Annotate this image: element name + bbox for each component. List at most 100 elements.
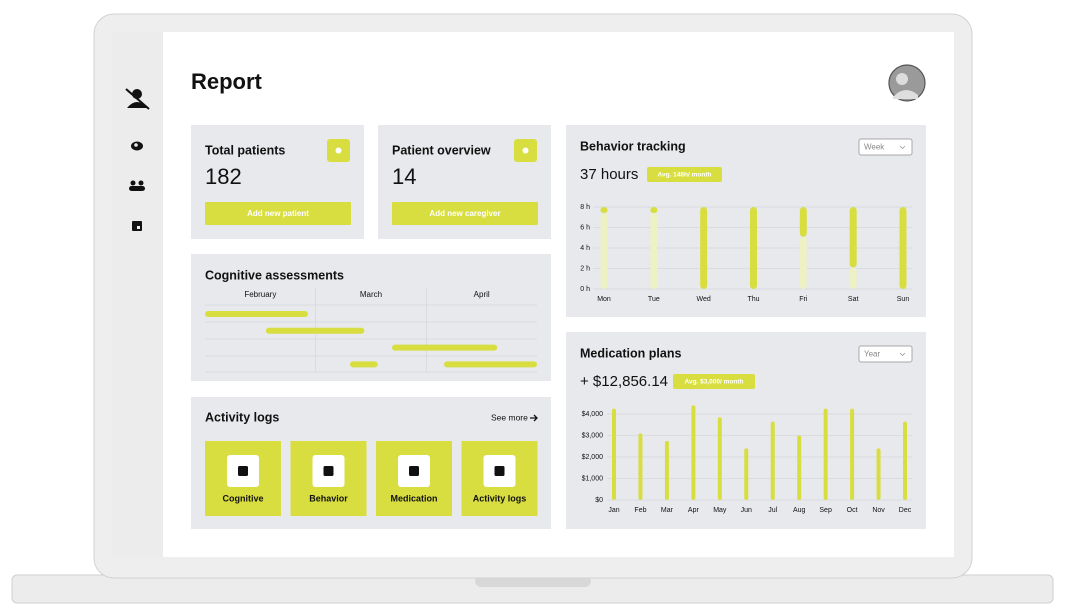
gantt-bar (349, 361, 378, 368)
see-more-link[interactable]: See more (491, 412, 528, 422)
x-tick-label: Jan (608, 507, 619, 514)
month-label: April (474, 290, 490, 299)
card-title: Total patients (205, 143, 285, 157)
x-tick-label: Mar (661, 507, 674, 514)
x-tick-label: Aug (793, 507, 806, 514)
y-tick-label: 2 h (580, 265, 590, 272)
gantt-bar (392, 344, 498, 351)
bar (903, 421, 907, 500)
card-title: Cognitive assessments (205, 268, 344, 282)
bar (799, 207, 807, 237)
x-tick-label: Mon (597, 296, 611, 303)
bar (799, 236, 807, 289)
period-select-label[interactable]: Week (864, 143, 885, 152)
bar (849, 207, 857, 268)
month-label: March (360, 290, 382, 299)
bar (600, 207, 608, 214)
y-tick-label: 8 h (580, 204, 590, 211)
month-label: February (244, 290, 276, 299)
x-tick-label: Oct (847, 507, 858, 514)
y-tick-label: 6 h (580, 224, 590, 231)
nav-cognitive[interactable] (131, 141, 143, 151)
gantt-bar (444, 361, 537, 368)
select-chevron (899, 352, 906, 357)
nav-calendar[interactable] (132, 221, 142, 231)
bar (744, 448, 749, 500)
nav-profile[interactable] (125, 88, 150, 110)
bar (750, 207, 757, 289)
x-tick-label: Apr (688, 507, 700, 514)
tile-icon-glyph (409, 466, 419, 476)
x-tick-label: Jun (741, 507, 752, 514)
avg-badge-label: Avg. $3,000/ month (685, 379, 744, 386)
avg-badge (647, 167, 722, 182)
bar (899, 207, 907, 289)
card-title: Activity logs (205, 410, 279, 424)
tile-icon-glyph (494, 466, 505, 476)
bar (849, 267, 857, 289)
bar (770, 421, 775, 500)
tile-label[interactable]: Medication (390, 493, 437, 503)
arrow-icon[interactable] (530, 414, 538, 422)
bar (650, 207, 658, 214)
period-select-label[interactable]: Year (864, 350, 881, 359)
card-button-label[interactable]: Add new caregiver (429, 209, 500, 218)
bar (691, 405, 696, 500)
page-title: Report (191, 69, 263, 94)
bar (664, 440, 669, 500)
card-button[interactable] (205, 202, 351, 225)
select-chevron (899, 145, 906, 150)
bar (638, 433, 643, 500)
bar (612, 408, 616, 500)
bar (823, 408, 828, 500)
tile-label[interactable]: Activity logs (473, 493, 527, 503)
gantt-bar (205, 311, 308, 317)
card-icon-glyph (335, 147, 342, 154)
x-tick-label: Tue (648, 296, 660, 303)
gantt-bar (265, 327, 365, 334)
card-button[interactable] (392, 202, 538, 225)
chart-summary: 37 hours (580, 166, 638, 183)
card-cognitive (191, 254, 551, 381)
y-tick-label: $0 (595, 497, 603, 504)
avg-badge (673, 374, 755, 389)
card-value: 182 (205, 164, 242, 189)
period-select[interactable] (858, 345, 913, 363)
x-tick-label: Dec (899, 507, 912, 514)
tile-icon-glyph (323, 466, 334, 476)
card-button-label[interactable]: Add new patient (247, 209, 309, 218)
x-tick-label: Jul (768, 507, 777, 514)
y-tick-label: 0 h (580, 286, 590, 293)
x-tick-label: Sep (819, 507, 832, 514)
chart-summary: + $12,856.14 (580, 373, 668, 390)
avatar[interactable] (888, 64, 926, 102)
y-tick-label: $4,000 (582, 411, 604, 418)
y-tick-label: 4 h (580, 245, 590, 252)
bar (700, 207, 708, 289)
y-tick-label: $1,000 (582, 475, 604, 482)
x-tick-label: Feb (634, 507, 646, 514)
x-tick-label: Nov (872, 507, 885, 514)
x-tick-label: Sat (848, 296, 859, 303)
x-tick-label: Sun (897, 296, 910, 303)
bar (876, 448, 881, 500)
period-select[interactable] (858, 138, 913, 156)
nav-people[interactable] (129, 180, 145, 192)
bar (797, 435, 802, 500)
tile-label[interactable]: Cognitive (222, 493, 263, 503)
avg-badge-label: Avg. 148h/ month (658, 172, 712, 179)
card-icon-glyph (522, 147, 529, 154)
y-tick-label: $2,000 (582, 454, 604, 461)
bar (850, 408, 855, 500)
card-title: Behavior tracking (580, 139, 686, 153)
bar (600, 213, 608, 289)
x-tick-label: Fri (799, 296, 808, 303)
card-title: Patient overview (392, 143, 491, 157)
sidebar (112, 32, 163, 557)
x-tick-label: Thu (747, 296, 759, 303)
card-title: Medication plans (580, 346, 681, 360)
tile-label[interactable]: Behavior (309, 493, 348, 503)
card-behavior (566, 125, 926, 317)
x-tick-label: Wed (697, 296, 711, 303)
